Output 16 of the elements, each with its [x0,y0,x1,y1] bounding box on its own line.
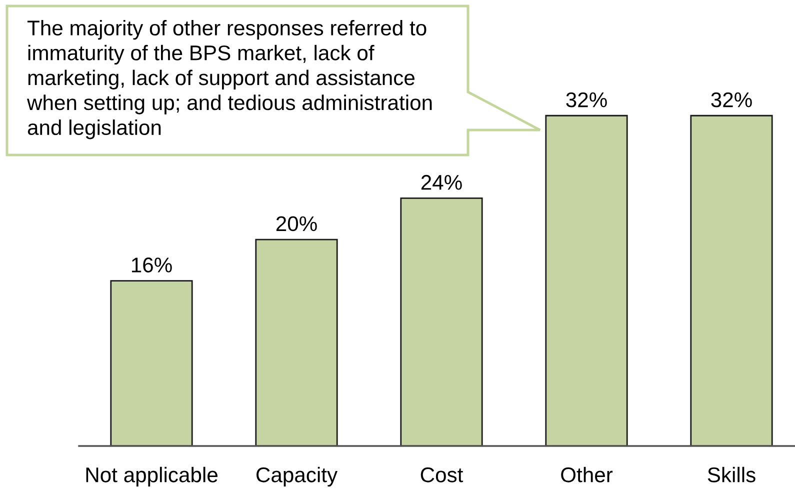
x-tick-label: Other [561,466,613,482]
data-label: 24% [421,174,462,190]
data-label: 32% [566,92,607,108]
x-tick-label: Not applicable [86,466,218,487]
annotation: The majority of other responses referred to immaturity of the BPS market, lack of marketing, lack of support and assistance when setting up; and tedious administration and legislation [26,20,432,140]
bar [545,114,628,446]
data-label: 16% [132,258,172,272]
x-tick-label: Cost [420,467,464,482]
data-label: 32% [711,92,752,108]
bar [255,238,338,446]
bar [110,280,193,446]
bar [690,114,773,446]
data-label: 20% [276,216,317,232]
x-tick-label: Skills [708,466,756,482]
x-tick-label: Capacity [256,466,338,487]
bar [400,198,483,446]
